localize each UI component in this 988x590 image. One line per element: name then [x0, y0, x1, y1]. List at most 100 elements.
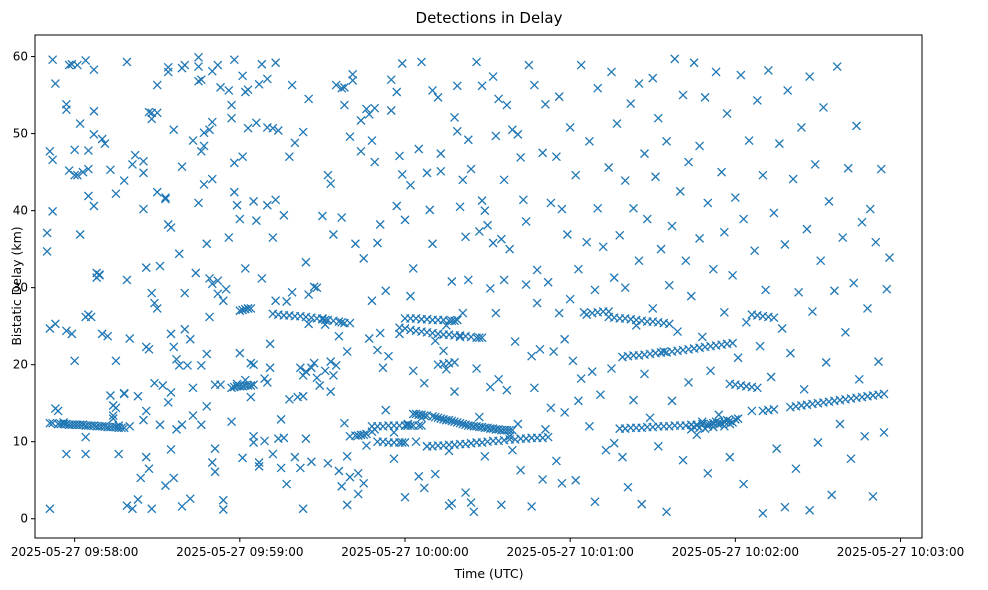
- data-point: [163, 67, 173, 77]
- data-point: [89, 129, 99, 139]
- data-point: [662, 507, 671, 517]
- data-point: [158, 381, 168, 390]
- data-point: [339, 418, 349, 428]
- data-point: [527, 501, 537, 511]
- data-point: [144, 107, 154, 117]
- data-point: [747, 406, 757, 416]
- data-point: [472, 364, 482, 373]
- data-point: [356, 116, 366, 125]
- data-point: [144, 344, 154, 354]
- data-point: [89, 201, 99, 211]
- data-point: [629, 395, 638, 405]
- data-point: [309, 358, 319, 368]
- data-point: [122, 501, 132, 511]
- data-point: [496, 500, 506, 510]
- data-point: [114, 449, 124, 459]
- data-point: [540, 99, 550, 109]
- data-point: [216, 82, 226, 92]
- data-point: [111, 356, 121, 366]
- data-point: [835, 419, 845, 429]
- data-point: [408, 263, 418, 273]
- data-point: [227, 113, 237, 123]
- data-point: [480, 206, 490, 216]
- data-point: [367, 136, 377, 145]
- data-point: [620, 176, 630, 186]
- data-point: [518, 195, 528, 205]
- data-point: [326, 357, 336, 367]
- data-point: [584, 136, 594, 146]
- data-point: [584, 421, 594, 431]
- data-point: [373, 345, 382, 355]
- data-point: [306, 457, 316, 467]
- data-point: [287, 80, 297, 90]
- data-point: [97, 134, 107, 144]
- data-point: [706, 366, 716, 376]
- data-point: [598, 242, 608, 252]
- data-point: [590, 497, 600, 507]
- data-point: [202, 239, 212, 249]
- data-point: [254, 458, 264, 467]
- data-point: [733, 414, 743, 424]
- data-point: [769, 208, 779, 218]
- data-point: [210, 444, 220, 454]
- data-point: [450, 417, 460, 427]
- data-point: [359, 430, 369, 440]
- data-point: [238, 152, 248, 162]
- data-point: [428, 239, 437, 249]
- data-point: [78, 167, 88, 177]
- data-point: [557, 478, 567, 488]
- data-point: [284, 152, 294, 162]
- data-point: [147, 288, 157, 298]
- data-point: [282, 479, 292, 489]
- data-point: [364, 334, 374, 343]
- data-point: [810, 159, 820, 169]
- data-point: [656, 244, 666, 254]
- data-point: [540, 424, 550, 434]
- data-point: [139, 156, 148, 166]
- y-tick-label: 10: [13, 435, 28, 449]
- data-point: [843, 163, 853, 173]
- data-point: [807, 307, 817, 316]
- data-point: [306, 363, 316, 373]
- data-point: [521, 280, 531, 290]
- data-point: [838, 233, 848, 243]
- data-point: [240, 375, 250, 385]
- data-point: [122, 57, 132, 67]
- data-point: [670, 54, 680, 64]
- data-point: [579, 307, 589, 317]
- data-point: [262, 74, 272, 84]
- data-point: [554, 92, 564, 102]
- data-point: [879, 428, 889, 437]
- data-point: [436, 149, 446, 159]
- data-point: [194, 62, 203, 72]
- data-point: [846, 454, 856, 464]
- data-point: [651, 172, 660, 182]
- data-point: [832, 62, 842, 72]
- data-point: [664, 319, 674, 329]
- data-point: [180, 324, 190, 334]
- data-point: [72, 170, 82, 180]
- data-point: [573, 264, 583, 274]
- data-point: [885, 253, 894, 263]
- data-point: [86, 312, 96, 322]
- y-tick-label: 0: [20, 512, 28, 526]
- data-point: [805, 505, 815, 515]
- data-point: [499, 275, 509, 285]
- data-point: [686, 291, 696, 301]
- data-point: [103, 331, 113, 341]
- data-point: [238, 453, 248, 463]
- data-point: [89, 106, 99, 116]
- data-point: [736, 70, 746, 80]
- data-point: [524, 60, 534, 70]
- data-point: [640, 149, 649, 159]
- data-point: [348, 69, 358, 79]
- data-point: [276, 463, 286, 473]
- data-point: [334, 317, 344, 327]
- data-point: [640, 369, 649, 379]
- data-point: [295, 463, 305, 473]
- data-point: [188, 136, 198, 145]
- data-point: [758, 170, 768, 180]
- data-point: [227, 417, 237, 427]
- data-point: [450, 387, 460, 397]
- data-point: [298, 391, 308, 401]
